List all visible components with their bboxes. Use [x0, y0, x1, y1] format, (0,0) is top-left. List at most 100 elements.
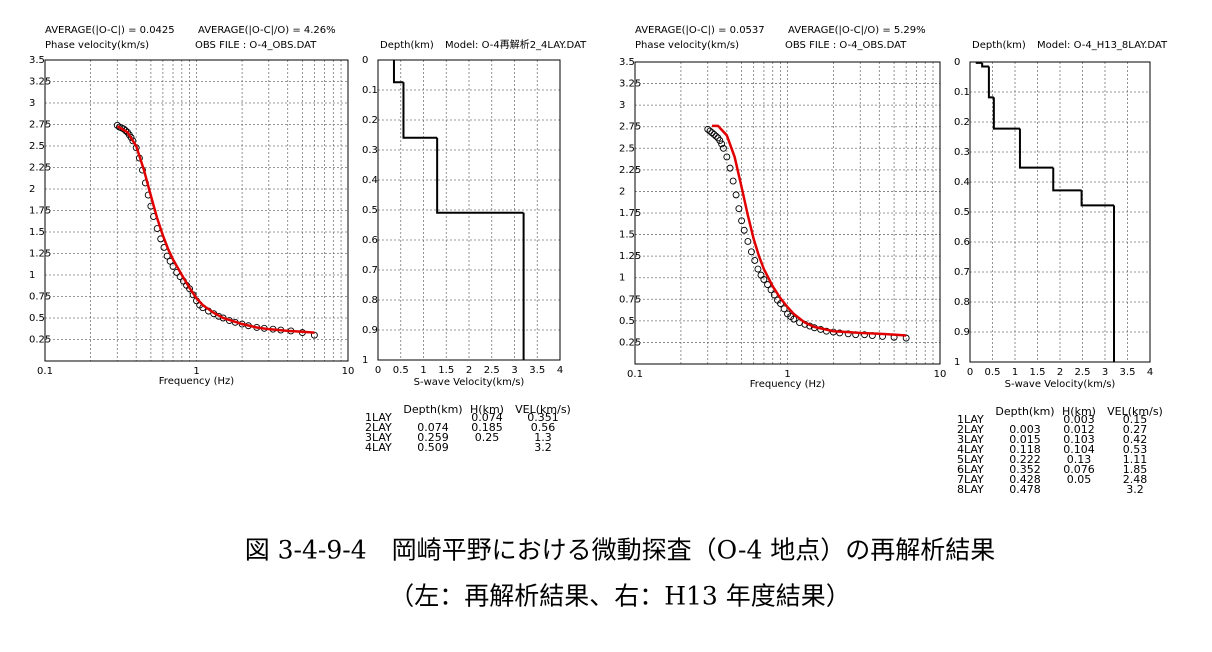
y-tick-label: 1 — [29, 270, 35, 281]
x-tick-label: 0.5 — [985, 367, 1001, 378]
model-title: Model: O-4_H13_8LAY.DAT — [1037, 40, 1168, 51]
x-tick-label: 1 — [784, 369, 790, 380]
y-tick-label: 0.75 — [29, 292, 51, 303]
y-tick-label: 0.8 — [954, 297, 970, 308]
y-tick-label: 3.25 — [619, 79, 641, 90]
table-row-label: 4LAY — [365, 441, 392, 454]
y-tick-label: 0.3 — [362, 145, 378, 156]
x-axis-label: Frequency (Hz) — [159, 376, 235, 387]
layer-step — [436, 137, 524, 214]
layer-step — [392, 60, 404, 84]
y-tick-label: 1 — [362, 355, 368, 366]
table-cell: 0.351 — [527, 411, 559, 424]
data-point — [729, 177, 737, 185]
table-cell: 0.104 — [1063, 443, 1095, 456]
table-cell: 0.074 — [471, 411, 503, 424]
x-tick-label: 1.5 — [438, 365, 454, 376]
data-point — [747, 248, 755, 256]
data-point — [740, 226, 748, 234]
y-tick-label: 0.75 — [619, 294, 641, 305]
y-tick-label: 0 — [362, 55, 368, 66]
data-point — [129, 137, 137, 145]
data-point — [780, 305, 788, 313]
data-point — [790, 315, 798, 323]
table-row-label: 3LAY — [365, 431, 392, 444]
y-tick-label: 0 — [954, 57, 960, 68]
table-cell: 0.56 — [531, 421, 556, 434]
x-tick-label: 3 — [511, 365, 517, 376]
table-cell: 0.428 — [1009, 473, 1041, 486]
y-tick-label: 2.5 — [619, 143, 635, 154]
y-axis-label: Depth(km) — [972, 40, 1026, 51]
table-cell: 0.478 — [1009, 483, 1041, 496]
data-point — [712, 132, 720, 140]
y-tick-label: 2.25 — [619, 165, 641, 176]
table-cell: 0.42 — [1123, 433, 1148, 446]
data-point — [744, 238, 752, 245]
table-cell: 0.15 — [1123, 413, 1148, 426]
table-header: VEL(km/s) — [1107, 405, 1163, 418]
layer-step — [975, 61, 983, 64]
x-tick-label: 0 — [967, 367, 973, 378]
x-tick-label: 2.5 — [1075, 367, 1091, 378]
table-header: Depth(km) — [995, 405, 1054, 418]
y-tick-label: 0.2 — [362, 115, 378, 126]
data-point — [754, 265, 762, 273]
x-axis-label: S-wave Velocity(km/s) — [414, 377, 525, 388]
layer-step — [1052, 167, 1082, 192]
y-tick-label: 0.4 — [954, 177, 970, 188]
table-cell: 0.185 — [471, 421, 503, 434]
y-tick-label: 1.5 — [29, 227, 45, 238]
x-tick-label: 3.5 — [1120, 367, 1136, 378]
annotation: AVERAGE(|O-C|/O) = 5.29% — [788, 25, 926, 36]
x-tick-label: 10 — [342, 366, 355, 377]
table-cell: 1.3 — [534, 431, 552, 444]
y-tick-label: 1.25 — [619, 251, 641, 262]
y-axis-label: Phase velocity(km/s) — [635, 40, 739, 51]
x-tick-label: 2 — [1057, 367, 1063, 378]
y-tick-label: 0.2 — [954, 117, 970, 128]
caption-line: （左：再解析結果、右：H13 年度結果） — [389, 582, 851, 611]
table-row-label: 6LAY — [957, 463, 984, 476]
table-cell: 0.012 — [1063, 423, 1095, 436]
layer-step — [981, 62, 989, 68]
y-tick-label: 0.6 — [362, 235, 378, 246]
data-point — [716, 137, 724, 144]
y-tick-label: 3.5 — [29, 55, 45, 66]
y-tick-label: 2.75 — [619, 122, 641, 133]
y-axis-label: Depth(km) — [380, 40, 434, 51]
y-tick-label: 3.5 — [619, 57, 635, 68]
table-row-label: 7LAY — [957, 473, 984, 486]
table-cell: 0.074 — [417, 421, 449, 434]
y-tick-label: 3 — [29, 98, 35, 109]
y-tick-label: 0.9 — [954, 327, 970, 338]
annotation: OBS FILE : O-4_OBS.DAT — [195, 40, 317, 51]
table-row-label: 8LAY — [957, 483, 984, 496]
x-tick-label: 1 — [420, 365, 426, 376]
table-row-label: 1LAY — [365, 411, 392, 424]
data-point — [723, 153, 731, 161]
layer-step — [992, 97, 1020, 130]
table-cell: 0.118 — [1009, 443, 1041, 456]
data-point — [844, 330, 852, 338]
table-cell: 0.259 — [417, 431, 449, 444]
table-cell: 3.2 — [534, 441, 552, 454]
table-cell: 0.27 — [1123, 423, 1148, 436]
y-tick-label: 0.3 — [954, 147, 970, 158]
table-cell: 0.53 — [1123, 443, 1148, 456]
y-tick-label: 0.7 — [954, 267, 970, 278]
y-tick-label: 0.1 — [362, 85, 378, 96]
table-cell: 0.103 — [1063, 433, 1095, 446]
table-cell: 0.003 — [1009, 423, 1041, 436]
table-cell: 3.2 — [1126, 483, 1144, 496]
y-tick-label: 0.5 — [29, 313, 45, 324]
annotation: AVERAGE(|O-C|) = 0.0425 — [45, 25, 175, 36]
table-cell: 1.85 — [1123, 463, 1148, 476]
y-axis-label: Phase velocity(km/s) — [45, 40, 149, 51]
table-row-label: 2LAY — [957, 423, 984, 436]
x-tick-label: 2.5 — [484, 365, 500, 376]
data-line — [712, 124, 907, 337]
y-tick-label: 0.8 — [362, 295, 378, 306]
x-tick-label: 4 — [1147, 367, 1153, 378]
table-row-label: 3LAY — [957, 433, 984, 446]
